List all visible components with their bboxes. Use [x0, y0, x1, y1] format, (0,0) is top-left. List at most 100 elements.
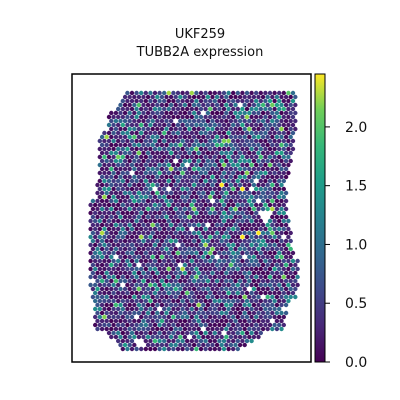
spot	[270, 271, 274, 275]
spot	[213, 115, 217, 119]
spot	[245, 155, 249, 159]
spot	[167, 115, 171, 119]
spot	[121, 259, 125, 263]
spot	[192, 207, 196, 211]
spot	[132, 175, 136, 179]
spot	[164, 335, 168, 339]
spot	[224, 127, 228, 131]
spot	[100, 255, 104, 259]
spot	[249, 235, 253, 239]
spot	[254, 227, 258, 231]
spot	[105, 175, 109, 179]
spot	[208, 275, 212, 279]
spot	[282, 179, 286, 183]
spot	[100, 183, 104, 187]
spot	[107, 171, 111, 175]
spot	[162, 195, 166, 199]
spot	[121, 267, 125, 271]
spot	[254, 203, 258, 207]
spot	[91, 295, 95, 299]
spot	[229, 159, 233, 163]
spot	[279, 319, 283, 323]
spot	[254, 251, 258, 255]
spot	[132, 279, 136, 283]
spot	[229, 263, 233, 267]
spot	[111, 115, 115, 119]
spot	[146, 215, 150, 219]
spot	[148, 179, 152, 183]
spot	[226, 131, 230, 135]
spot	[139, 179, 143, 183]
spot	[185, 179, 189, 183]
spot	[144, 315, 148, 319]
spot	[238, 215, 242, 219]
spot	[243, 215, 247, 219]
spot	[171, 91, 175, 95]
spot	[151, 167, 155, 171]
spot	[240, 283, 244, 287]
spot	[187, 239, 191, 243]
spot	[236, 323, 240, 327]
spot	[100, 295, 104, 299]
spot	[116, 243, 120, 247]
spot	[157, 219, 161, 223]
spot	[270, 199, 274, 203]
spot	[203, 163, 207, 167]
spot	[206, 311, 210, 315]
spot	[201, 119, 205, 123]
spot	[167, 203, 171, 207]
spot	[151, 135, 155, 139]
spot	[121, 251, 125, 255]
spot	[190, 299, 194, 303]
spot	[236, 99, 240, 103]
spot	[118, 311, 122, 315]
spot	[272, 283, 276, 287]
spot	[208, 195, 212, 199]
spot	[279, 143, 283, 147]
spot	[201, 295, 205, 299]
spot	[291, 283, 295, 287]
spot	[174, 191, 178, 195]
spot	[236, 131, 240, 135]
spot	[114, 335, 118, 339]
spot	[291, 131, 295, 135]
spot	[266, 255, 270, 259]
spot	[132, 295, 136, 299]
spot	[282, 275, 286, 279]
spot	[109, 327, 113, 331]
spot	[121, 187, 125, 191]
spot	[116, 299, 120, 303]
spot	[153, 331, 157, 335]
spot	[178, 255, 182, 259]
spot	[162, 171, 166, 175]
spot	[125, 155, 129, 159]
spot	[272, 211, 276, 215]
spot	[279, 183, 283, 187]
spot	[102, 291, 106, 295]
spot	[222, 275, 226, 279]
spot	[268, 187, 272, 191]
spot	[153, 179, 157, 183]
spot	[187, 343, 191, 347]
spot	[254, 211, 258, 215]
spot	[125, 211, 129, 215]
spot	[171, 203, 175, 207]
spot	[215, 311, 219, 315]
spot	[233, 119, 237, 123]
spot	[167, 91, 171, 95]
spot	[252, 159, 256, 163]
spot	[102, 131, 106, 135]
spot	[102, 307, 106, 311]
spot	[132, 319, 136, 323]
spot	[118, 239, 122, 243]
spot	[199, 163, 203, 167]
spot	[220, 295, 224, 299]
spot	[206, 295, 210, 299]
spot	[286, 251, 290, 255]
spot	[171, 219, 175, 223]
spot	[259, 195, 263, 199]
spot	[247, 167, 251, 171]
spot	[226, 307, 230, 311]
spot	[282, 155, 286, 159]
spot	[141, 231, 145, 235]
